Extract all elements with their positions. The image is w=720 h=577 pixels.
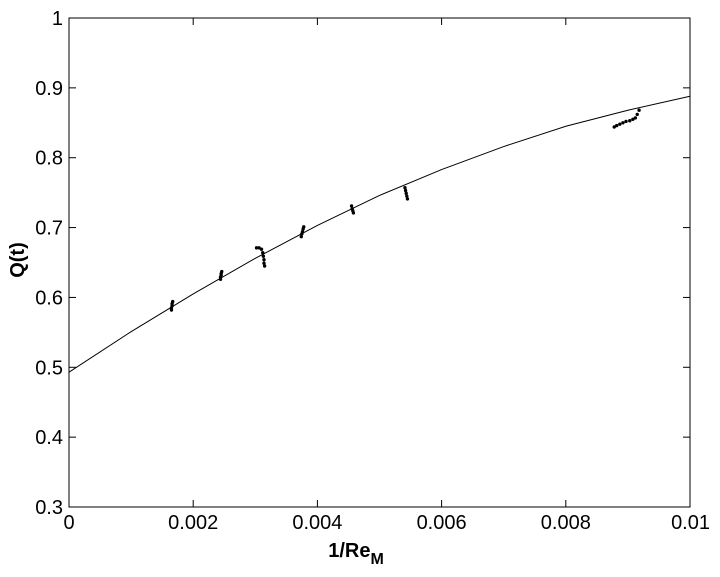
data-point (612, 125, 616, 129)
data-point (621, 121, 625, 125)
y-tick-label: 0.8 (35, 148, 63, 170)
data-point (633, 116, 638, 120)
fit-curve-line (68, 95, 691, 373)
data-point (254, 246, 259, 250)
data-cluster (403, 186, 410, 201)
data-cluster (254, 246, 267, 268)
y-tick-label: 0.7 (35, 218, 63, 240)
data-point (637, 108, 641, 112)
data-point (261, 251, 265, 255)
x-axis-label-subscript: M (370, 551, 383, 568)
data-point (299, 234, 303, 239)
x-ticks: 0 0.002 0.004 0.006 0.008 0.01 (63, 18, 710, 534)
data-point (618, 122, 622, 126)
x-tick-label: 0.01 (671, 512, 710, 534)
data-point (403, 186, 407, 190)
y-tick-label: 1 (52, 8, 63, 30)
data-point (220, 269, 224, 274)
data-point (631, 117, 635, 121)
data-point (349, 204, 354, 208)
data-point (624, 119, 628, 124)
data-point (635, 112, 639, 117)
data-point (259, 247, 264, 251)
data-point (300, 230, 305, 234)
data-point (262, 261, 266, 265)
y-tick-label: 0.6 (35, 287, 63, 309)
data-point (403, 188, 408, 193)
data-point (257, 246, 261, 250)
y-tick-label: 0.4 (35, 427, 63, 449)
data-cluster (218, 269, 224, 281)
x-tick-label: 0.004 (292, 512, 342, 534)
x-axis-label-main: 1/Re (328, 540, 370, 562)
y-tick-label: 0.9 (35, 78, 63, 100)
data-point (405, 194, 409, 198)
data-point (262, 264, 267, 268)
data-point (404, 191, 408, 196)
data-cluster (612, 108, 641, 129)
x-tick-label: 0.008 (541, 512, 591, 534)
y-tick-label: 0.3 (35, 497, 63, 519)
plot-frame (68, 17, 691, 508)
data-cluster (349, 204, 356, 215)
x-tick-label: 0 (63, 512, 74, 534)
data-point (628, 118, 632, 123)
x-axis-label: 1/ReM (328, 540, 384, 568)
data-cluster (169, 299, 175, 312)
data-point (171, 299, 175, 304)
data-point (615, 123, 619, 128)
data-point (302, 225, 306, 229)
data-point (405, 197, 410, 201)
data-point (261, 254, 266, 258)
x-tick-label: 0.006 (417, 512, 467, 534)
x-tick-label: 0.002 (168, 512, 218, 534)
y-tick-label: 0.5 (35, 357, 63, 379)
y-ticks: 0.3 0.4 0.5 0.6 0.7 0.8 0.9 1 (35, 8, 690, 519)
data-cluster (299, 225, 306, 239)
plot-marks (68, 95, 691, 373)
y-axis-label: Q(t) (7, 242, 29, 278)
data-point (351, 211, 356, 215)
data-point (262, 258, 266, 262)
